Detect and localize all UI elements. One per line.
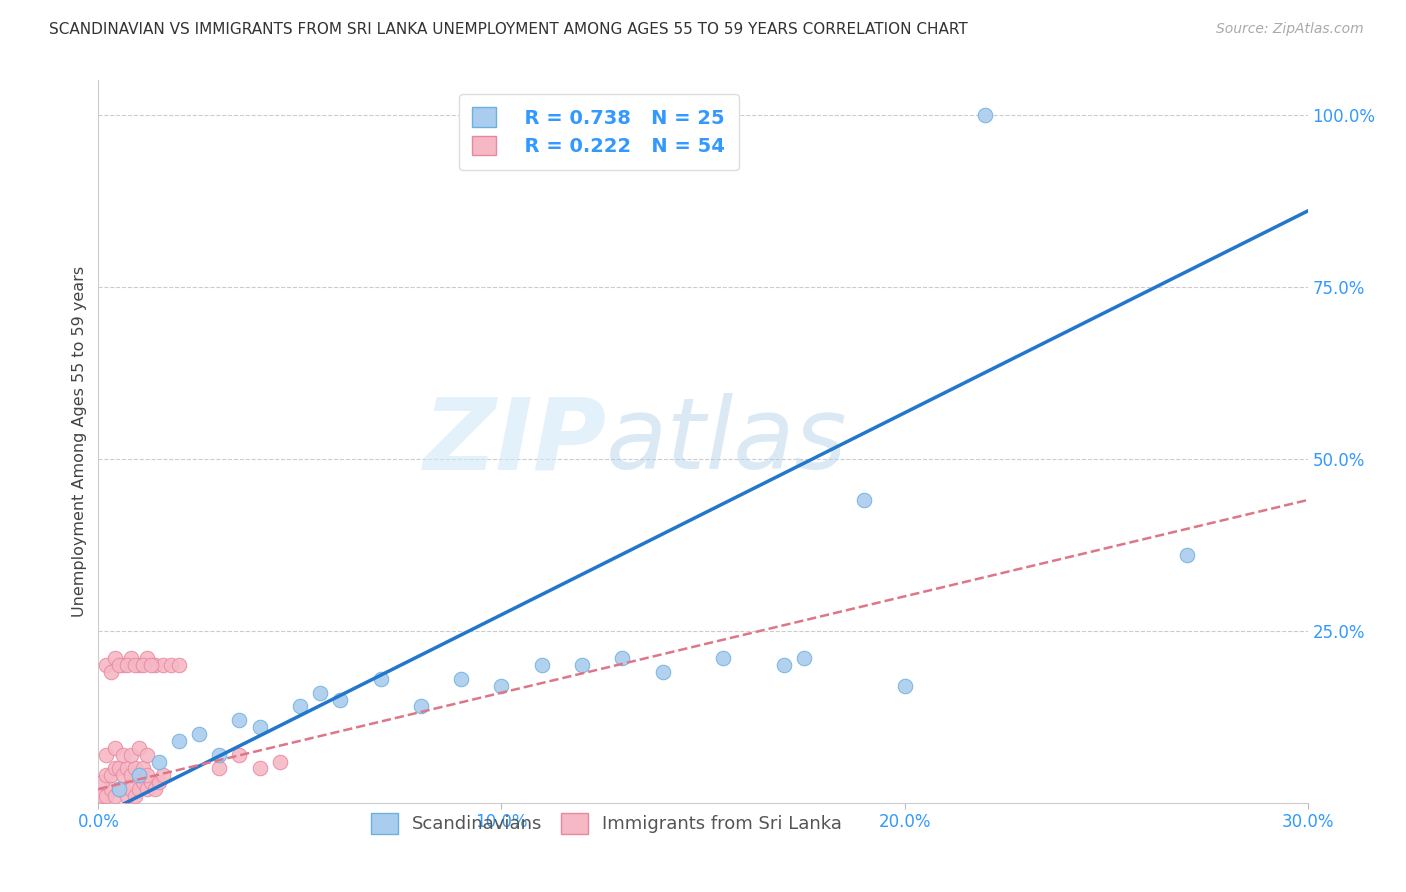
Point [120, 768, 142, 782]
Point [1175, 548, 1198, 562]
Text: atlas: atlas [606, 393, 848, 490]
Point [409, 699, 432, 714]
Point [228, 747, 250, 762]
Point [249, 720, 271, 734]
Point [128, 782, 150, 797]
Point [107, 782, 129, 797]
Point [96, 789, 118, 803]
Point [692, 108, 714, 122]
Point [103, 740, 125, 755]
Point [188, 727, 211, 741]
Point [120, 747, 142, 762]
Point [103, 789, 125, 803]
Point [135, 768, 157, 782]
Point [103, 651, 125, 665]
Legend: Scandinavians, Immigrants from Sri Lanka: Scandinavians, Immigrants from Sri Lanka [363, 805, 849, 841]
Point [132, 761, 155, 775]
Point [135, 651, 157, 665]
Y-axis label: Unemployment Among Ages 55 to 59 years: Unemployment Among Ages 55 to 59 years [72, 266, 87, 617]
Point [148, 775, 170, 789]
Point [120, 782, 142, 797]
Point [228, 713, 250, 727]
Point [107, 782, 129, 797]
Point [450, 672, 472, 686]
Point [100, 768, 122, 782]
Point [612, 651, 634, 665]
Point [329, 692, 352, 706]
Point [288, 699, 311, 714]
Point [128, 658, 150, 673]
Point [128, 768, 150, 782]
Point [96, 768, 118, 782]
Point [111, 768, 134, 782]
Point [152, 768, 174, 782]
Point [651, 665, 673, 679]
Point [91, 789, 114, 803]
Point [107, 658, 129, 673]
Point [167, 734, 190, 748]
Point [96, 658, 118, 673]
Point [893, 679, 915, 693]
Point [111, 747, 134, 762]
Point [160, 658, 183, 673]
Point [143, 782, 166, 797]
Point [100, 782, 122, 797]
Point [111, 658, 134, 673]
Point [132, 658, 155, 673]
Text: SCANDINAVIAN VS IMMIGRANTS FROM SRI LANKA UNEMPLOYMENT AMONG AGES 55 TO 59 YEARS: SCANDINAVIAN VS IMMIGRANTS FROM SRI LANK… [49, 22, 967, 37]
Point [128, 768, 150, 782]
Point [128, 740, 150, 755]
Text: ZIP: ZIP [423, 393, 606, 490]
Point [115, 789, 138, 803]
Point [91, 775, 114, 789]
Point [269, 755, 291, 769]
Point [107, 761, 129, 775]
Point [853, 493, 876, 508]
Point [100, 665, 122, 679]
Point [111, 782, 134, 797]
Point [124, 761, 146, 775]
Point [124, 658, 146, 673]
Point [148, 755, 170, 769]
Point [571, 658, 593, 673]
Point [120, 651, 142, 665]
Point [115, 658, 138, 673]
Point [115, 761, 138, 775]
Point [135, 782, 157, 797]
Point [143, 658, 166, 673]
Point [152, 658, 174, 673]
Point [491, 679, 513, 693]
Point [711, 651, 734, 665]
Point [96, 747, 118, 762]
Point [167, 658, 190, 673]
Point [139, 658, 162, 673]
Point [370, 672, 392, 686]
Point [309, 686, 332, 700]
Point [132, 775, 155, 789]
Point [249, 761, 271, 775]
Point [208, 747, 231, 762]
Point [139, 775, 162, 789]
Point [208, 761, 231, 775]
Text: Source: ZipAtlas.com: Source: ZipAtlas.com [1216, 22, 1364, 37]
Point [124, 789, 146, 803]
Point [530, 658, 553, 673]
Point [974, 108, 997, 122]
Point [772, 658, 794, 673]
Point [103, 761, 125, 775]
Point [793, 651, 815, 665]
Point [135, 747, 157, 762]
